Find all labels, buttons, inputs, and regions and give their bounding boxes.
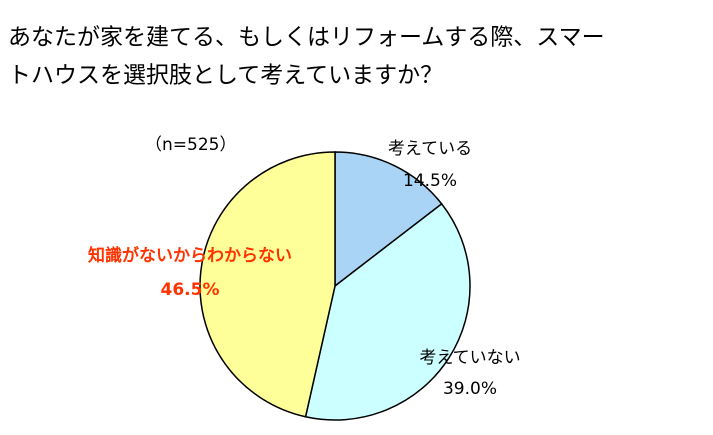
chart-title: トハウスを選択肢として考えていますか？ <box>8 63 443 89</box>
value-label: 39.0% <box>443 379 497 399</box>
pie-slice <box>334 151 443 288</box>
slice-label: 考えていない <box>419 348 520 368</box>
slice-label: 知識がないからわからない <box>87 245 292 266</box>
pie-slice <box>304 202 471 421</box>
value-label: 14.5% <box>403 171 457 191</box>
subtitle: （n=525） <box>145 135 236 155</box>
value-label: 46.5% <box>161 280 220 300</box>
chart-title: あなたが家を建てる、もしくはリフォームする際、スマー <box>8 25 605 51</box>
pie-slice <box>199 151 336 418</box>
slice-label: 考えている <box>388 139 472 159</box>
